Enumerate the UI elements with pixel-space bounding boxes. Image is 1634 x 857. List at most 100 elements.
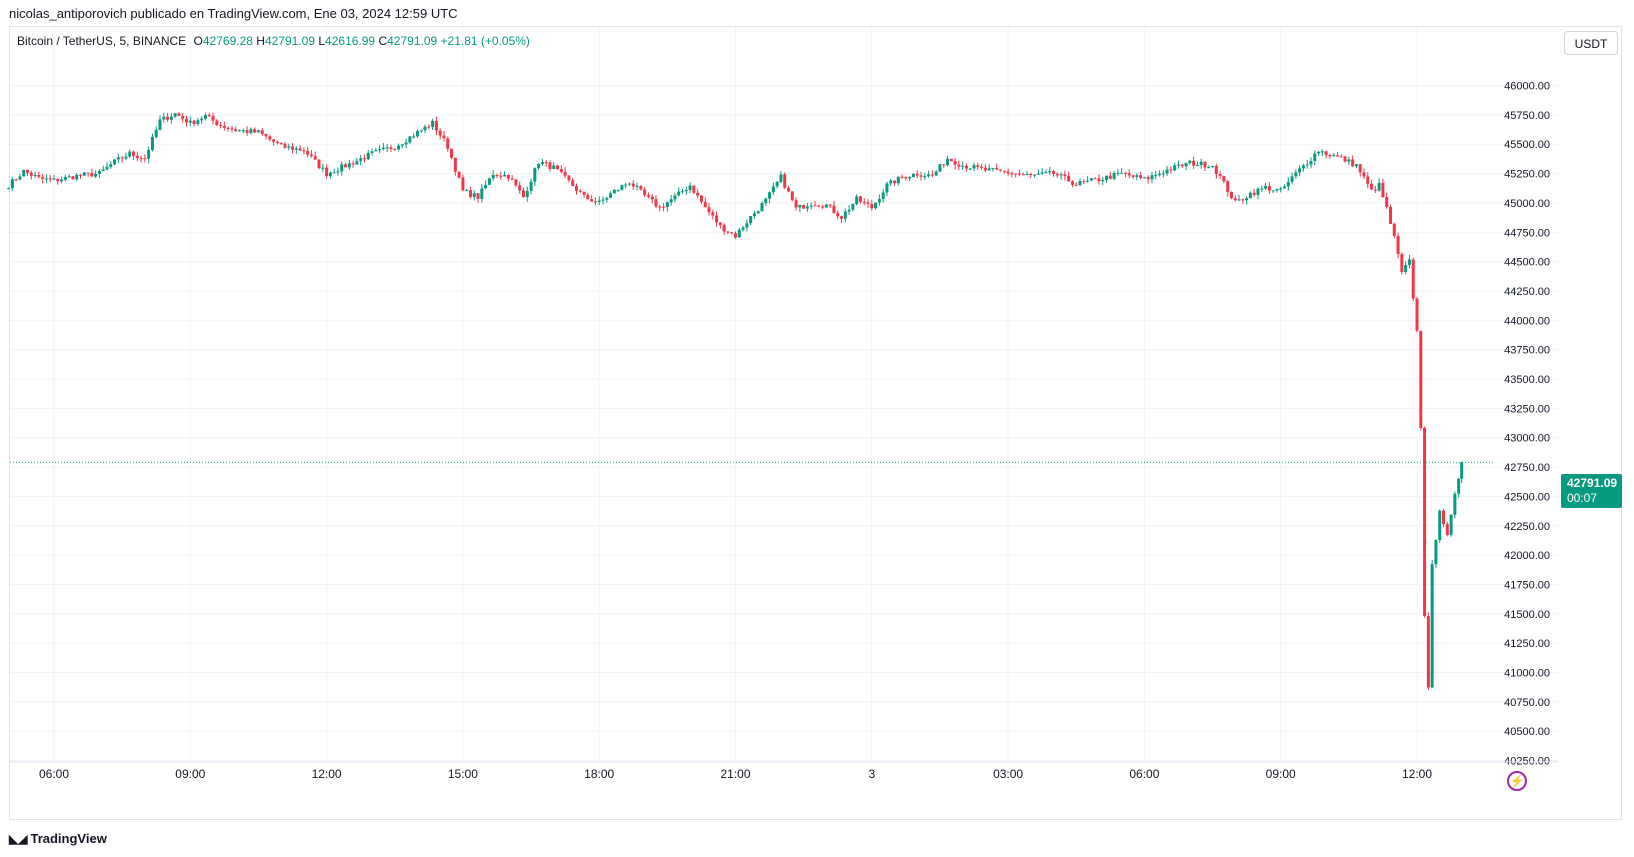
candle-body: [658, 206, 662, 208]
candle-body: [866, 202, 870, 204]
candle-body: [1226, 181, 1230, 192]
candle-body: [169, 116, 173, 120]
candle-body: [1381, 182, 1385, 198]
candle-body: [419, 130, 423, 132]
candle-body: [1021, 174, 1025, 176]
candle-body: [366, 152, 370, 160]
price-tick-label: 44500.00: [1504, 257, 1550, 269]
candle-body: [135, 155, 139, 158]
candle-body: [654, 199, 658, 207]
candle-body: [734, 233, 737, 238]
candle-body: [741, 227, 745, 230]
candle-body: [147, 150, 151, 159]
change-value: +21.81 (+0.05%): [440, 34, 530, 48]
candle-body: [1078, 181, 1082, 186]
candle-body: [132, 151, 136, 156]
candle-body: [226, 127, 230, 129]
candle-body: [468, 190, 472, 197]
candle-body: [1343, 156, 1347, 162]
time-tick-label: 21:00: [720, 767, 750, 781]
candle-body: [1248, 192, 1252, 199]
candle-body: [200, 118, 204, 121]
candle-body: [1120, 172, 1124, 174]
candle-body: [143, 158, 147, 160]
candle-body: [764, 198, 768, 204]
candle-body: [870, 203, 874, 209]
candle-body: [355, 160, 359, 165]
candle-body: [400, 144, 404, 146]
candle-body: [1396, 235, 1400, 255]
symbol-name[interactable]: Bitcoin / TetherUS, 5, BINANCE: [17, 34, 187, 48]
candle-body: [181, 115, 185, 119]
candle-body: [760, 203, 764, 212]
low-label: L: [318, 34, 326, 48]
candle-body: [1313, 153, 1317, 161]
candle-body: [1434, 540, 1438, 565]
lightning-icon[interactable]: ⚡: [1507, 771, 1527, 791]
candle-body: [1279, 188, 1283, 190]
candle-body: [768, 192, 772, 199]
candle-body: [1423, 427, 1427, 616]
candle-body: [999, 169, 1003, 171]
candle-body: [938, 164, 942, 172]
candle-body: [624, 184, 628, 186]
candle-body: [1256, 188, 1260, 195]
candle-body: [158, 119, 162, 130]
high-value: 42791.09: [264, 34, 316, 48]
candle-body: [1241, 199, 1245, 201]
tradingview-logo[interactable]: ◣◢ TradingView: [9, 831, 107, 846]
candle-body: [1184, 163, 1188, 167]
candle-body: [1154, 175, 1158, 177]
candle-body: [790, 191, 794, 201]
candle-body: [1207, 167, 1211, 169]
candle-body: [219, 125, 223, 127]
candle-body: [1385, 197, 1389, 207]
candle-body: [665, 202, 669, 208]
candle-body: [787, 187, 791, 192]
time-tick-label: 18:00: [584, 767, 614, 781]
candle-body: [1033, 174, 1037, 176]
candle-body: [275, 141, 279, 144]
price-tick-label: 46000.00: [1504, 81, 1550, 93]
candle-body: [1059, 174, 1063, 176]
candle-body: [817, 205, 821, 207]
candle-body: [533, 168, 537, 182]
price-tick-label: 43500.00: [1504, 374, 1550, 386]
candle-body: [381, 147, 385, 149]
candle-body: [185, 118, 189, 123]
candle-body: [707, 207, 711, 213]
currency-button[interactable]: USDT: [1564, 31, 1618, 55]
price-tick-label: 41750.00: [1504, 579, 1550, 591]
candle-body: [1332, 155, 1336, 157]
candle-body: [1415, 298, 1419, 331]
candle-body: [1017, 173, 1021, 175]
candle-body: [1169, 169, 1173, 171]
candle-body: [120, 157, 124, 159]
candle-body: [465, 190, 469, 192]
time-tick-label: 3: [868, 767, 875, 781]
price-tick-label: 44000.00: [1504, 315, 1550, 327]
candle-body: [529, 181, 533, 191]
candle-body: [63, 177, 67, 180]
candle-body: [1317, 151, 1321, 154]
candle-body: [241, 130, 245, 132]
candle-body: [362, 158, 366, 160]
candle-body: [294, 148, 298, 150]
candle-body: [154, 129, 158, 137]
candle-body: [874, 202, 878, 209]
candle-body: [41, 176, 45, 179]
candle-body: [1127, 173, 1131, 176]
time-tick-label: 15:00: [448, 767, 478, 781]
bar-countdown: 00:07: [1567, 491, 1598, 505]
candle-body: [298, 148, 302, 151]
candle-body: [325, 167, 329, 177]
candle-body: [256, 130, 260, 133]
candle-body: [1267, 186, 1271, 191]
candle-body: [942, 164, 946, 166]
candle-body: [1275, 189, 1279, 191]
close-value: 42791.09: [387, 34, 438, 48]
candle-body: [1218, 174, 1222, 176]
candle-body: [25, 169, 29, 173]
chart-pane[interactable]: [9, 26, 1622, 820]
